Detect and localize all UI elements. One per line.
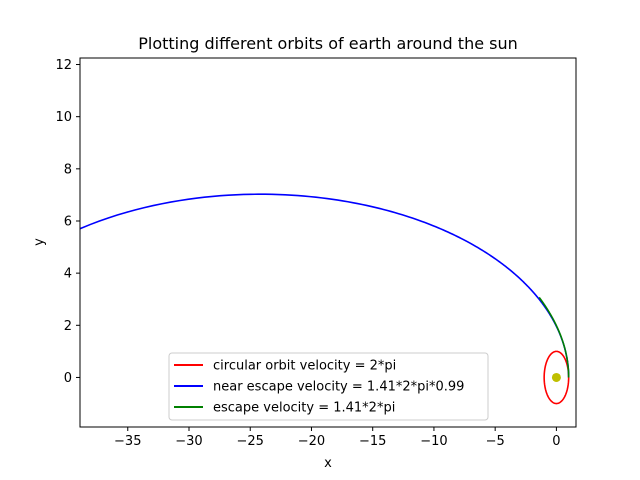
y-tick-label: 6 [64, 214, 72, 229]
y-tick-label: 8 [64, 162, 72, 177]
axes: −35 −30 −25 −20 −15 −10 −5 0 0 2 4 6 8 10 12 [55, 57, 577, 449]
x-tick-label: −30 [175, 434, 202, 449]
x-tick-label: 0 [552, 434, 560, 449]
legend-label: escape velocity = 1.41*2*pi [213, 401, 395, 416]
legend-box [168, 352, 489, 421]
plot-frame [79, 57, 577, 428]
x-tick-label: −35 [114, 434, 141, 449]
plot-area [80, 193, 570, 405]
x-tick-label: −5 [486, 434, 505, 449]
y-tick-label: 2 [64, 319, 72, 334]
x-tick-label: −10 [420, 434, 447, 449]
legend-label: circular orbit velocity = 2*pi [213, 359, 396, 374]
y-axis-label: y [32, 238, 47, 246]
y-tick-label: 4 [64, 267, 72, 282]
x-tick-label: −20 [298, 434, 325, 449]
series-line-2 [538, 296, 570, 378]
legend-label: near escape velocity = 1.41*2*pi*0.99 [213, 380, 464, 395]
y-tick-label: 0 [64, 371, 72, 386]
chart-title: Plotting different orbits of earth aroun… [138, 34, 518, 53]
x-axis-label: x [324, 456, 332, 471]
sun-marker [551, 372, 561, 382]
y-tick-label: 12 [55, 58, 72, 73]
y-tick-label: 10 [55, 110, 72, 125]
x-tick-label: −25 [237, 434, 264, 449]
legend: circular orbit velocity = 2*pi near escap… [168, 352, 489, 421]
x-tick-label: −15 [359, 434, 386, 449]
series-line-0 [543, 350, 570, 405]
